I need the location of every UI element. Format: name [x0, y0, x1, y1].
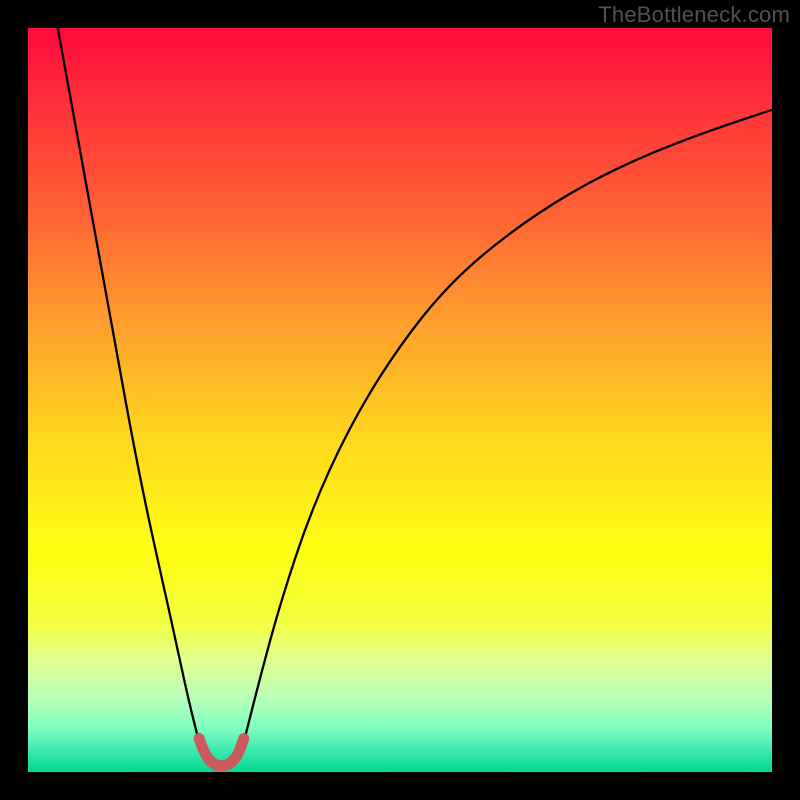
watermark-text: TheBottleneck.com — [598, 2, 790, 28]
plot-background — [28, 28, 772, 772]
bottleneck-chart — [0, 0, 800, 800]
